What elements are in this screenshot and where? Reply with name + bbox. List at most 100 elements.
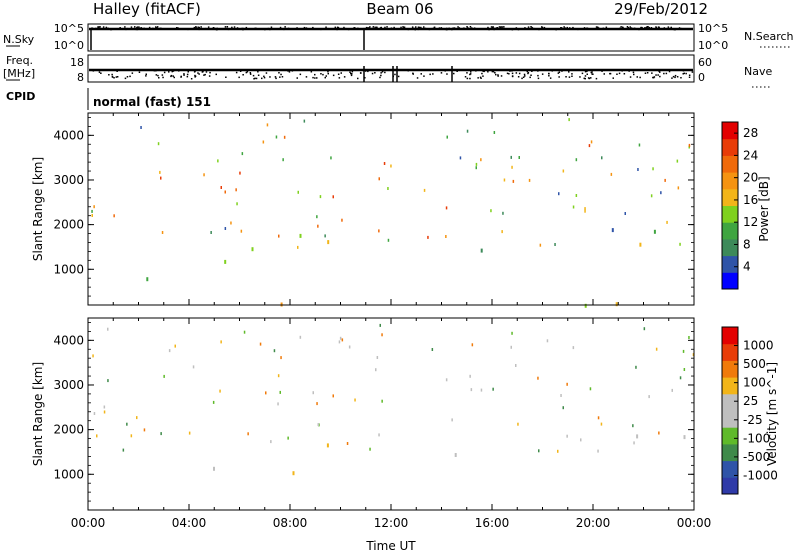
- nave-dot: [523, 73, 526, 76]
- data-cell: [528, 178, 531, 182]
- nsky-dot: [515, 28, 517, 30]
- nsky-dot: [143, 27, 145, 30]
- data-cell: [683, 368, 686, 371]
- data-cell: [490, 209, 492, 213]
- nave-dot: [584, 70, 587, 73]
- data-cell: [378, 433, 380, 437]
- nsky-dot: [414, 27, 417, 30]
- nave-dot: [173, 76, 175, 79]
- data-cell: [454, 453, 457, 457]
- data-cell: [107, 379, 109, 383]
- nave-dot: [511, 75, 514, 78]
- data-cell: [297, 190, 299, 194]
- nsky-dot: [134, 26, 136, 28]
- data-cell: [475, 162, 478, 166]
- data-cell: [273, 349, 276, 353]
- y-tick-label: 2000: [53, 423, 84, 437]
- nave-dot: [521, 77, 523, 80]
- colorbar-tick-label: 16: [743, 193, 758, 207]
- data-cell: [511, 165, 513, 169]
- nave-dot: [320, 73, 322, 75]
- velocity-panel: 1000 2000 3000 4000 00:00 04:00 08:00 12:00 16:…: [31, 317, 711, 553]
- data-cell: [648, 395, 650, 399]
- colorbar-swatch: [722, 427, 738, 445]
- nsky-dot: [343, 28, 345, 30]
- nave-dot: [245, 71, 248, 74]
- nsky-dot: [102, 26, 105, 28]
- y-tick-label: 3000: [53, 173, 84, 187]
- nsky-dot: [110, 28, 112, 31]
- data-cell: [143, 428, 146, 432]
- nave-dot: [530, 74, 532, 76]
- nsky-dot: [490, 26, 493, 28]
- nave-dot: [172, 70, 175, 72]
- nave-dot: [279, 76, 281, 78]
- nave-dot: [111, 73, 113, 76]
- data-cell: [558, 192, 560, 196]
- nave-dot: [257, 71, 259, 73]
- nave-dot: [506, 72, 509, 75]
- nsky-dot: [126, 27, 129, 30]
- data-cell: [539, 243, 542, 247]
- nave-dot: [364, 70, 367, 72]
- nave-dot: [586, 73, 588, 75]
- data-cell: [91, 209, 93, 213]
- data-cell: [584, 207, 586, 211]
- nsky-dot: [400, 26, 402, 29]
- data-cell: [251, 247, 254, 252]
- data-cell: [679, 376, 682, 380]
- nsky-dot: [652, 28, 655, 30]
- nsky-dot: [212, 27, 215, 29]
- data-cell: [332, 394, 334, 398]
- data-cell: [240, 229, 243, 233]
- nave-dot: [350, 72, 352, 75]
- data-cell: [279, 390, 281, 394]
- nsky-dot: [666, 27, 668, 30]
- nsky-dot: [135, 28, 137, 31]
- nave-dot: [688, 74, 691, 76]
- nave-dot: [558, 71, 561, 73]
- data-cell: [107, 327, 109, 331]
- colorbar-swatch: [722, 477, 738, 495]
- data-cell: [277, 402, 279, 406]
- nsky-dot: [112, 28, 115, 30]
- nave-dot: [480, 77, 482, 79]
- data-cell: [679, 242, 681, 246]
- nsky-dot: [564, 27, 566, 29]
- nave-dot: [671, 77, 673, 79]
- nave-dot: [429, 73, 431, 76]
- nave-dot: [524, 75, 526, 77]
- nave-dot: [186, 73, 189, 76]
- colorbar-tick-label: -500: [743, 450, 770, 464]
- data-cell: [378, 177, 380, 181]
- nave-dot: [249, 72, 252, 74]
- data-cell: [471, 343, 474, 347]
- nsky-dot: [492, 26, 494, 28]
- nsky-dot: [125, 28, 127, 31]
- data-cell: [338, 340, 341, 344]
- nave-dot: [527, 72, 529, 75]
- data-cell: [451, 418, 453, 422]
- y-tick-label: 2000: [53, 218, 84, 232]
- nsky-dot: [640, 27, 642, 29]
- nsky-dot: [204, 27, 207, 30]
- colorbar-swatch: [722, 460, 738, 478]
- data-cell: [168, 349, 171, 353]
- nsky-dot: [417, 28, 419, 31]
- beam-title: Beam 06: [366, 0, 433, 18]
- nsky-dot: [402, 26, 404, 28]
- date-title: 29/Feb/2012: [614, 0, 708, 18]
- nsky-dot: [214, 27, 216, 30]
- data-cell: [589, 387, 592, 391]
- nave-dot: [509, 70, 511, 72]
- nave-tick-bottom: 0: [698, 71, 705, 84]
- nave-dot: [674, 74, 677, 77]
- nsky-dot: [438, 27, 441, 29]
- nsky-dot: [647, 26, 649, 28]
- data-cell: [510, 155, 512, 159]
- nsky-dot: [501, 26, 504, 28]
- data-cell: [590, 140, 593, 144]
- nsky-dot: [160, 27, 162, 30]
- colorbar-swatch: [722, 410, 738, 428]
- data-cell: [650, 194, 653, 198]
